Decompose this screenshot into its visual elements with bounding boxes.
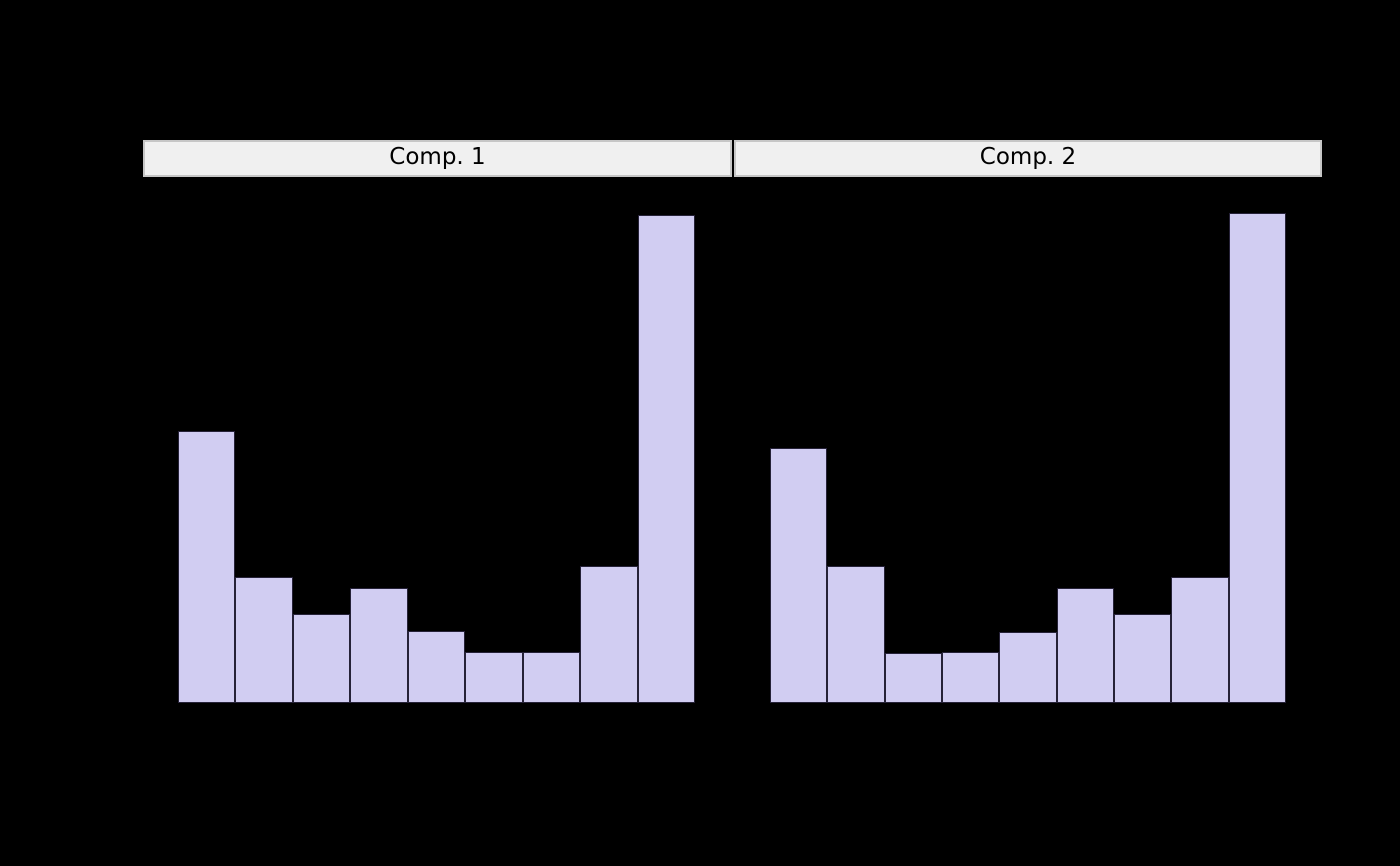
facet-strip-label-comp-2: Comp. 2 <box>979 144 1077 170</box>
histogram-bar <box>407 631 466 703</box>
histogram-bar <box>1171 577 1229 703</box>
histogram-bar <box>884 653 942 703</box>
histogram-panel-comp-1 <box>178 177 695 703</box>
histogram-bar <box>637 215 695 703</box>
histogram-bar <box>580 566 638 703</box>
histogram-bar <box>235 577 293 703</box>
histogram-bar <box>292 614 351 703</box>
histogram-bar <box>999 632 1057 703</box>
histogram-bar <box>178 431 236 703</box>
facet-strip-comp-2: Comp. 2 <box>734 140 1322 177</box>
histogram-panel-comp-2 <box>770 177 1286 703</box>
histogram-bar <box>1113 614 1172 703</box>
histogram-bar <box>827 566 885 703</box>
histogram-bar <box>941 652 1000 703</box>
facet-strip-label-comp-1: Comp. 1 <box>389 144 486 170</box>
histogram-bar <box>522 652 581 703</box>
histogram-bar <box>1056 588 1114 703</box>
histogram-bar <box>465 652 523 703</box>
facet-strip-comp-1: Comp. 1 <box>143 140 732 177</box>
histogram-bar <box>1228 213 1286 703</box>
histogram-bar <box>350 588 408 703</box>
histogram-bar <box>770 448 828 703</box>
